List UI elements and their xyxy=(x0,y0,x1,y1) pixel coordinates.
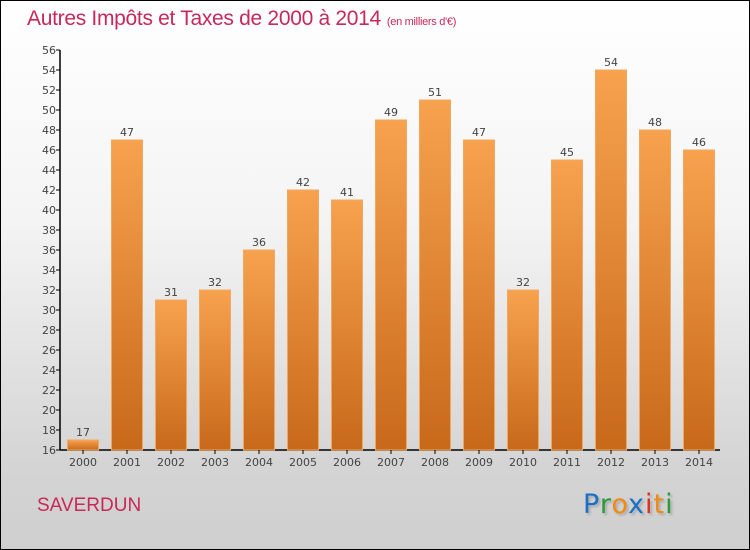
data-label: 42 xyxy=(296,176,310,189)
y-tick-label: 40 xyxy=(42,204,56,217)
logo-letter: P xyxy=(583,489,600,520)
x-tick-label: 2010 xyxy=(509,456,537,469)
y-tick-label: 22 xyxy=(42,384,56,397)
y-tick-label: 26 xyxy=(42,344,56,357)
logo-letter: t xyxy=(653,489,666,520)
title-text: Autres Impôts et Taxes de 2000 à 2014 xyxy=(27,7,381,30)
bar xyxy=(199,289,231,451)
x-tick-label: 2001 xyxy=(113,456,141,469)
bar xyxy=(507,289,539,451)
y-tick-label: 44 xyxy=(42,164,56,177)
logo-letter: i xyxy=(665,489,674,520)
y-tick-label: 48 xyxy=(42,124,56,137)
x-tick-label: 2008 xyxy=(421,456,449,469)
city-name: SAVERDUN xyxy=(37,495,142,516)
y-tick-label: 50 xyxy=(42,104,56,117)
x-tick-label: 2006 xyxy=(333,456,361,469)
data-label: 47 xyxy=(472,126,486,139)
logo-letter: i xyxy=(645,489,654,520)
bar xyxy=(243,249,275,451)
data-label: 32 xyxy=(516,276,530,289)
logo-letter: x xyxy=(628,489,646,520)
bar xyxy=(331,199,363,451)
logo-letter: r xyxy=(599,489,612,520)
chart-title: Autres Impôts et Taxes de 2000 à 2014 (en… xyxy=(27,7,456,31)
bar xyxy=(375,119,407,451)
bar xyxy=(111,139,143,451)
bar xyxy=(683,149,715,451)
y-tick-label: 54 xyxy=(42,64,56,77)
data-label: 54 xyxy=(604,56,618,69)
y-tick-label: 36 xyxy=(42,244,56,257)
y-tick-label: 20 xyxy=(42,404,56,417)
y-tick-label: 46 xyxy=(42,144,56,157)
bar xyxy=(463,139,495,451)
y-tick-label: 42 xyxy=(42,184,56,197)
y-tick-label: 28 xyxy=(42,324,56,337)
logo-letter: o xyxy=(611,489,629,520)
y-tick-label: 16 xyxy=(42,444,56,457)
data-label: 41 xyxy=(340,186,354,199)
bar xyxy=(287,189,319,451)
x-tick-label: 2004 xyxy=(245,456,273,469)
y-tick-label: 56 xyxy=(42,44,56,57)
proxiti-logo[interactable]: Proxiti xyxy=(583,489,674,520)
x-tick-label: 2012 xyxy=(597,456,625,469)
bar xyxy=(419,99,451,451)
x-tick-label: 2011 xyxy=(553,456,581,469)
y-tick-label: 32 xyxy=(42,284,56,297)
x-tick-label: 2005 xyxy=(289,456,317,469)
x-tick-label: 2009 xyxy=(465,456,493,469)
chart-subtitle: (en milliers d'€) xyxy=(386,16,457,28)
y-tick-label: 52 xyxy=(42,84,56,97)
data-label: 36 xyxy=(252,236,266,249)
x-tick-label: 2000 xyxy=(69,456,97,469)
x-tick-label: 2002 xyxy=(157,456,185,469)
bar xyxy=(639,129,671,451)
data-label: 48 xyxy=(648,116,662,129)
x-tick-label: 2003 xyxy=(201,456,229,469)
data-label: 17 xyxy=(76,426,90,439)
data-label: 31 xyxy=(164,286,178,299)
data-label: 51 xyxy=(428,86,442,99)
data-label: 32 xyxy=(208,276,222,289)
data-label: 45 xyxy=(560,146,574,159)
x-tick-label: 2014 xyxy=(685,456,713,469)
data-label: 47 xyxy=(120,126,134,139)
bar xyxy=(551,159,583,451)
x-tick-label: 2007 xyxy=(377,456,405,469)
bar xyxy=(67,439,99,451)
bar xyxy=(595,69,627,451)
y-tick-label: 30 xyxy=(42,304,56,317)
data-label: 46 xyxy=(692,136,706,149)
y-tick-label: 38 xyxy=(42,224,56,237)
data-label: 49 xyxy=(384,106,398,119)
y-tick-label: 34 xyxy=(42,264,56,277)
y-tick-label: 24 xyxy=(42,364,56,377)
bar xyxy=(155,299,187,451)
y-tick-label: 18 xyxy=(42,424,56,437)
x-tick-label: 2013 xyxy=(641,456,669,469)
